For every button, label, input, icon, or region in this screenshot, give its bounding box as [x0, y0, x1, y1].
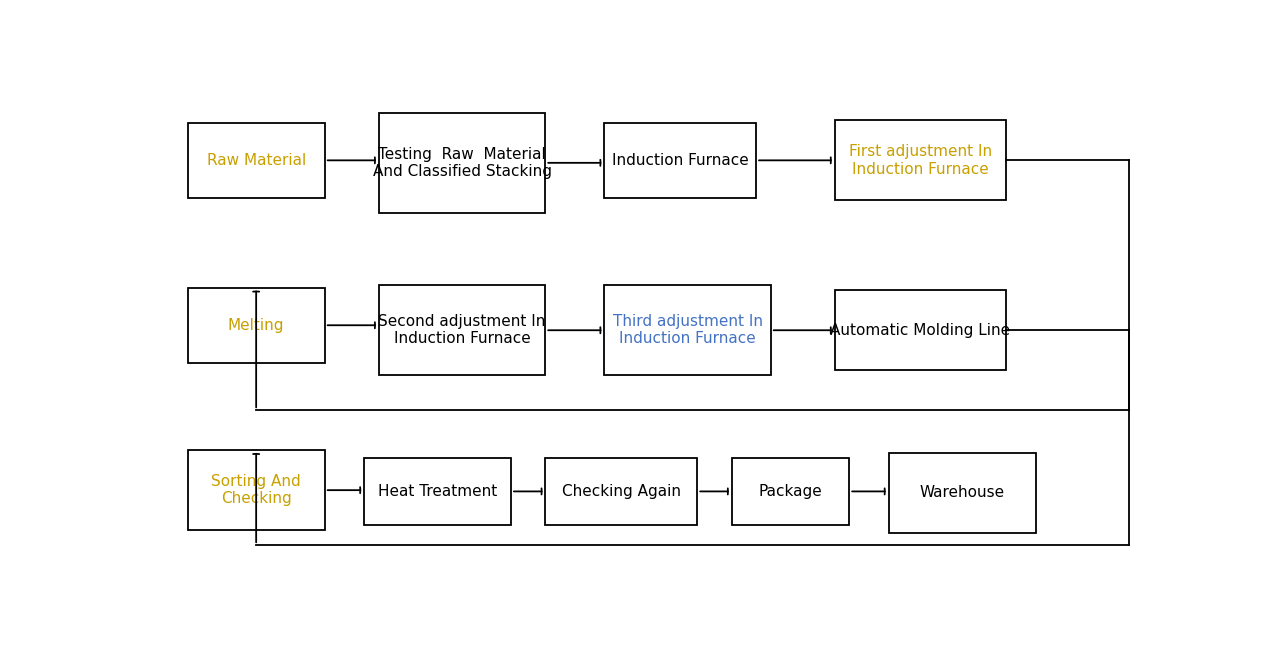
Text: Warehouse: Warehouse: [920, 485, 1004, 500]
FancyBboxPatch shape: [835, 290, 1006, 370]
Text: Second adjustment In
Induction Furnace: Second adjustment In Induction Furnace: [378, 314, 545, 347]
Text: Testing  Raw  Material
And Classified Stacking: Testing Raw Material And Classified Stac…: [372, 147, 552, 179]
Text: Automatic Molding Line: Automatic Molding Line: [830, 323, 1011, 337]
Text: Raw Material: Raw Material: [206, 153, 306, 168]
Text: Third adjustment In
Induction Furnace: Third adjustment In Induction Furnace: [612, 314, 763, 347]
FancyBboxPatch shape: [364, 458, 511, 525]
Text: Induction Furnace: Induction Furnace: [612, 153, 749, 168]
FancyBboxPatch shape: [187, 123, 325, 198]
FancyBboxPatch shape: [187, 450, 325, 530]
FancyBboxPatch shape: [731, 458, 849, 525]
Text: First adjustment In
Induction Furnace: First adjustment In Induction Furnace: [849, 144, 992, 177]
Text: Checking Again: Checking Again: [562, 484, 681, 499]
FancyBboxPatch shape: [605, 123, 756, 198]
FancyBboxPatch shape: [378, 113, 545, 213]
FancyBboxPatch shape: [835, 120, 1006, 201]
FancyBboxPatch shape: [545, 458, 697, 525]
FancyBboxPatch shape: [187, 288, 325, 363]
Text: Heat Treatment: Heat Treatment: [378, 484, 497, 499]
Text: Melting: Melting: [228, 318, 285, 333]
FancyBboxPatch shape: [378, 286, 545, 375]
FancyBboxPatch shape: [888, 453, 1036, 533]
Text: Package: Package: [759, 484, 822, 499]
Text: Sorting And
Checking: Sorting And Checking: [211, 474, 301, 506]
FancyBboxPatch shape: [605, 286, 770, 375]
